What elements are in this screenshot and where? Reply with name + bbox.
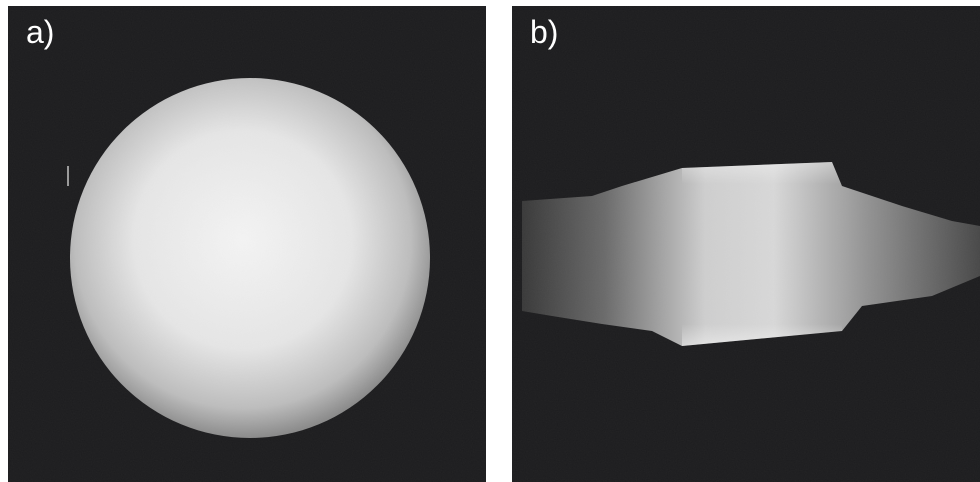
panel-label-a: a) bbox=[26, 14, 55, 50]
image-panel-b: b) bbox=[512, 6, 980, 482]
cylinder-image bbox=[512, 6, 980, 482]
sphere-image bbox=[8, 6, 486, 482]
panel-label-b: b) bbox=[530, 14, 559, 50]
image-panel-a: a) bbox=[8, 6, 486, 482]
